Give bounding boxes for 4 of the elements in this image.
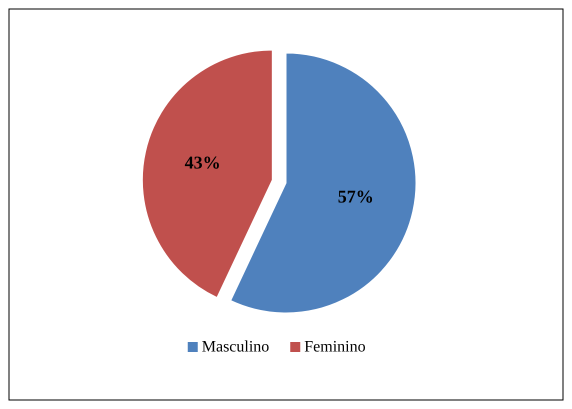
data-label: 43%	[184, 152, 221, 172]
legend-label: Feminino	[304, 338, 366, 356]
data-label: 57%	[338, 186, 374, 207]
legend-label: Masculino	[202, 338, 270, 356]
